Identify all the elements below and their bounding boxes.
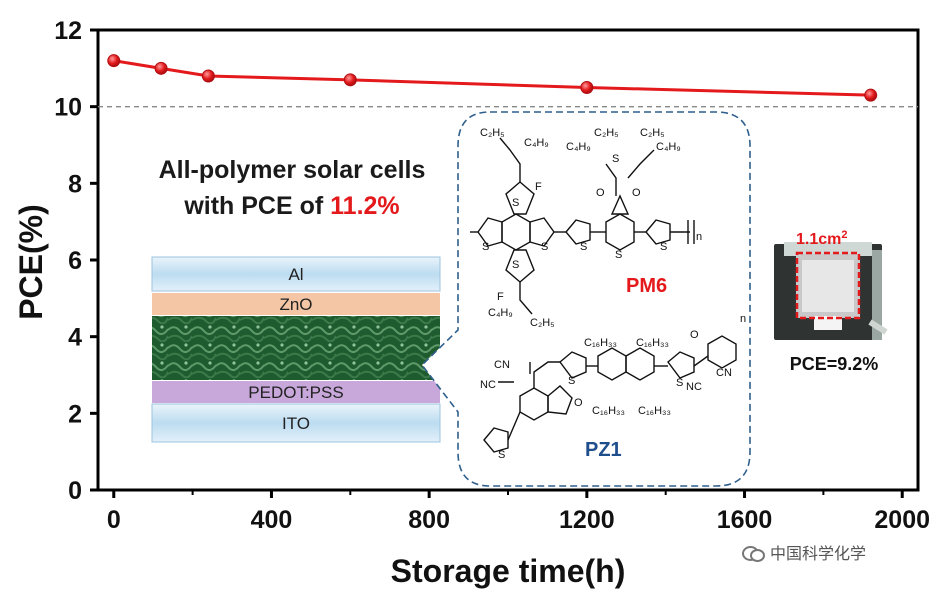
svg-text:C₄H₉: C₄H₉ — [524, 137, 549, 149]
svg-text:n: n — [740, 313, 746, 325]
y-tick-label: 8 — [68, 170, 82, 198]
data-point — [154, 61, 168, 75]
layer-active-film — [152, 316, 440, 380]
layer-al-label: Al — [288, 265, 303, 284]
molecule-callout — [420, 111, 751, 487]
svg-text:NC: NC — [686, 381, 702, 393]
device-stack: Al ZnO PEDOT:PSS ITO — [151, 256, 441, 443]
data-point — [343, 73, 357, 87]
svg-text:O: O — [690, 329, 699, 341]
svg-text:F: F — [535, 181, 542, 193]
svg-text:S: S — [660, 241, 667, 253]
active-area-box — [795, 251, 861, 320]
svg-text:S: S — [482, 241, 489, 253]
svg-text:S: S — [615, 249, 622, 261]
device-photo — [774, 242, 888, 340]
x-axis-ticks: 0 400 800 1200 1600 2000 — [107, 490, 930, 534]
data-point — [580, 81, 594, 94]
svg-text:S: S — [676, 377, 683, 389]
y-axis-title: PCE(%) — [13, 204, 49, 320]
svg-text:O: O — [596, 187, 605, 199]
data-point — [201, 69, 215, 83]
svg-text:C₄H₉: C₄H₉ — [656, 141, 681, 153]
pz1-label: PZ1 — [585, 439, 622, 461]
pm6-structure — [470, 137, 695, 315]
x-tick-label: 1600 — [717, 506, 773, 534]
x-tick-label: 400 — [251, 506, 293, 534]
pz1-atoms: CN NC O S S S C₁₆H₃₃ C₁₆H₃₃ C₁₆H₃₃ C₁₆H₃₃ NC CN… — [480, 313, 746, 461]
svg-text:C₁₆H₃₃: C₁₆H₃₃ — [584, 337, 617, 349]
x-tick-label: 1200 — [559, 506, 615, 534]
watermark-text: 中国科学化学 — [770, 544, 867, 563]
y-axis-ticks: 0 2 4 6 8 10 12 — [54, 17, 98, 505]
layer-pedot — [152, 381, 440, 403]
svg-text:S: S — [512, 197, 519, 209]
svg-text:C₄H₉: C₄H₉ — [566, 141, 591, 153]
svg-text:C₄H₉: C₄H₉ — [488, 307, 513, 319]
y-tick-label: 4 — [68, 324, 82, 352]
layer-ito-label: ITO — [282, 414, 310, 433]
layer-al — [151, 256, 441, 292]
svg-text:S: S — [568, 375, 575, 387]
x-axis-title: Storage time(h) — [391, 553, 626, 589]
svg-text:S: S — [498, 449, 505, 461]
data-point — [107, 54, 121, 68]
wechat-icon — [742, 544, 765, 562]
svg-text:S: S — [580, 241, 587, 253]
pm6-label: PM6 — [626, 275, 667, 297]
svg-text:C₂H₅: C₂H₅ — [594, 127, 619, 139]
pz1-structure — [483, 335, 737, 453]
y-tick-label: 0 — [68, 477, 82, 505]
y-tick-label: 6 — [68, 247, 82, 275]
y-tick-label: 12 — [54, 17, 82, 45]
svg-text:S: S — [612, 153, 619, 165]
headline: All-polymer solar cells with PCE of 11.2… — [112, 152, 472, 224]
svg-text:O: O — [574, 397, 583, 409]
layer-ito — [151, 403, 441, 443]
svg-text:C₂H₅: C₂H₅ — [530, 317, 555, 329]
headline-line1: All-polymer solar cells — [158, 156, 426, 184]
svg-text:NC: NC — [480, 379, 496, 391]
headline-value: 11.2% — [330, 192, 400, 220]
svg-text:S: S — [512, 259, 519, 271]
x-tick-label: 0 — [107, 506, 121, 534]
headline-line2: with PCE of 11.2% — [112, 188, 472, 224]
svg-text:C₁₆H₃₃: C₁₆H₃₃ — [592, 405, 625, 417]
layer-pedot-label: PEDOT:PSS — [248, 383, 343, 402]
photo-pce-label: PCE=9.2% — [790, 354, 879, 374]
svg-text:F: F — [497, 291, 504, 303]
svg-text:CN: CN — [494, 359, 510, 371]
x-tick-label: 2000 — [874, 506, 930, 534]
svg-text:O: O — [632, 187, 641, 199]
data-point — [864, 88, 878, 102]
svg-text:C₁₆H₃₃: C₁₆H₃₃ — [638, 405, 671, 417]
svg-text:C₁₆H₃₃: C₁₆H₃₃ — [636, 337, 669, 349]
svg-text:CN: CN — [716, 367, 732, 379]
layer-zno-label: ZnO — [279, 295, 312, 314]
svg-text:C₂H₅: C₂H₅ — [640, 127, 665, 139]
y-tick-label: 10 — [54, 94, 82, 122]
headline-prefix: with PCE of — [184, 192, 331, 220]
pm6-n: n — [696, 231, 702, 243]
x-tick-label: 800 — [408, 506, 450, 534]
series-points — [107, 54, 878, 102]
y-tick-label: 2 — [68, 400, 82, 428]
layer-zno — [152, 293, 440, 315]
photo-area-label: 1.1cm2 — [796, 229, 848, 248]
svg-text:S: S — [541, 241, 548, 253]
series-line-pce — [113, 59, 871, 97]
watermark: 中国科学化学 — [742, 540, 866, 564]
svg-text:C₂H₅: C₂H₅ — [480, 127, 505, 139]
